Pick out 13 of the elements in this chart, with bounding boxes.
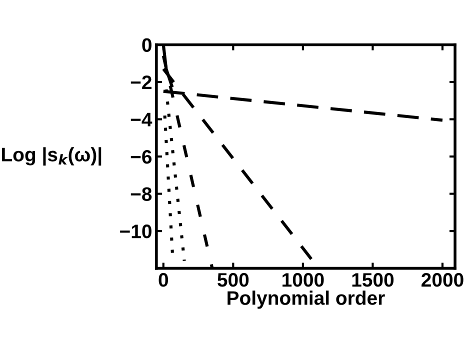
y-tick-label: −6 xyxy=(130,150,152,164)
y-tick-label: 0 xyxy=(142,38,152,52)
y-axis-title: Log |s$_{k}$(ω)| xyxy=(2,147,102,166)
x-tick-label: 500 xyxy=(218,273,249,287)
y-tick-label: −4 xyxy=(130,112,152,126)
x-tick-label: 1000 xyxy=(282,273,324,287)
y-tick-label: −2 xyxy=(130,75,152,90)
x-axis-title: Polynomial order xyxy=(228,290,385,309)
y-tick-label: −10 xyxy=(120,224,152,238)
x-tick-label: 1500 xyxy=(352,273,394,287)
x-tick-label: 2000 xyxy=(422,273,464,287)
y-tick-label: −8 xyxy=(130,187,152,202)
x-tick-label: 0 xyxy=(158,273,168,287)
